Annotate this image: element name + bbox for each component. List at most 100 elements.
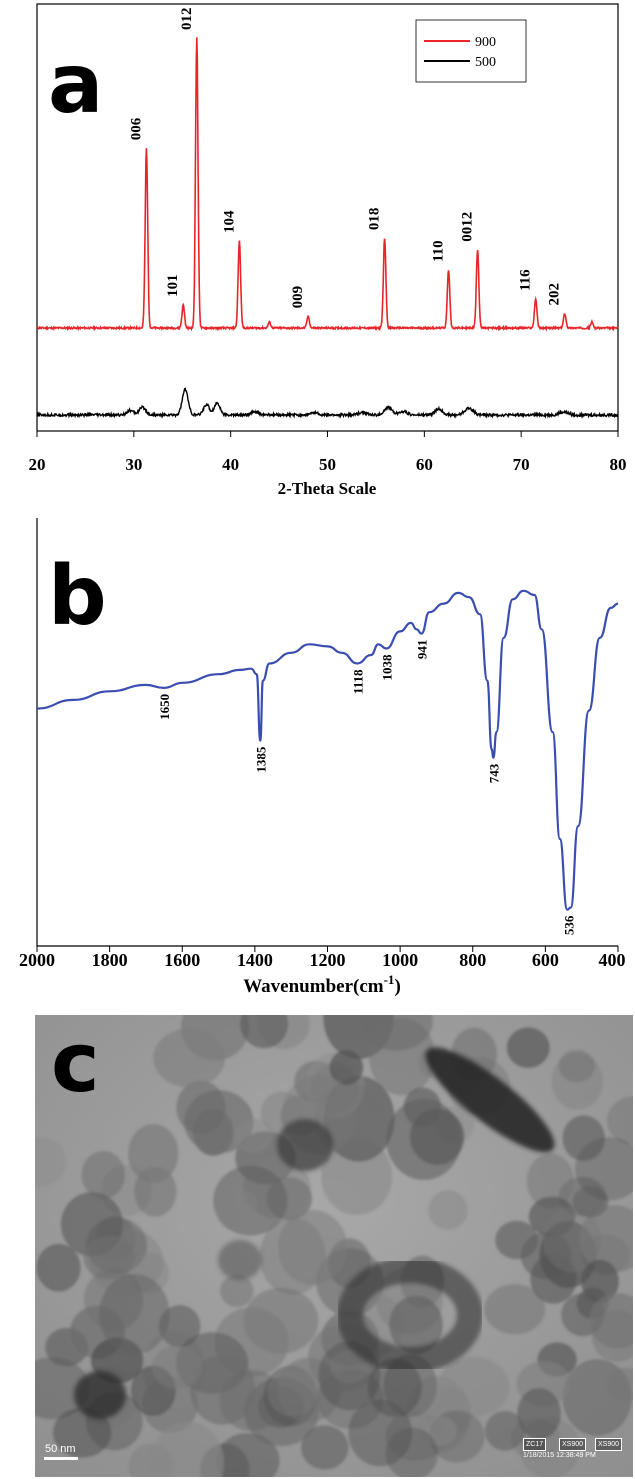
tem-dense-cluster: [218, 1240, 262, 1280]
xrd-x-tick-label: 60: [416, 455, 433, 474]
tem-nanoparticle: [485, 1411, 525, 1451]
xrd-peak-label: 110: [431, 240, 447, 262]
tem-nanoparticle: [589, 1293, 633, 1349]
tem-nanoparticle: [484, 1284, 546, 1335]
tem-nanoparticle: [517, 1388, 561, 1440]
ftir-x-axis-title-sup: -1: [384, 972, 395, 987]
ftir-x-axis-title-main: Wavenumber(cm: [243, 976, 384, 997]
ftir-spectrum-line: [36, 589, 619, 911]
ftir-x-tick-label: 400: [599, 950, 626, 970]
tem-nanoparticle: [558, 1049, 595, 1083]
tem-nanoparticle: [81, 1151, 126, 1199]
tem-nanoparticle: [437, 1356, 510, 1417]
ftir-chart: b 1650 1385 1118 1038 941 743 536 2000 1800 1600…: [19, 518, 626, 997]
tem-nanoparticle: [277, 1210, 348, 1285]
xrd-legend: 900 500: [415, 19, 527, 83]
panel-a-label: a: [48, 37, 103, 132]
xrd-legend-box: [415, 19, 527, 83]
xrd-series-line-500: [36, 387, 619, 419]
tem-nanoparticle: [176, 1080, 226, 1134]
xrd-peak-label: 0012: [460, 212, 476, 242]
ftir-x-tick-label: 800: [459, 950, 486, 970]
tem-nanoparticle: [526, 1153, 574, 1209]
tem-particles: [35, 1015, 633, 1477]
panel-c-label: c: [51, 1016, 100, 1111]
ftir-x-tick-label: 1200: [310, 950, 346, 970]
xrd-peak-label: 009: [290, 286, 306, 309]
xrd-x-tick-label: 80: [610, 455, 627, 474]
xrd-peak-label: 116: [518, 269, 534, 291]
scale-bar: [44, 1457, 78, 1460]
panel-b-label: b: [48, 549, 107, 644]
ftir-x-tick-label: 1800: [92, 950, 128, 970]
tem-nanoparticle: [53, 1407, 112, 1458]
ftir-x-axis: 2000 1800 1600 1400 1200 1000 800 600 400: [19, 946, 626, 970]
legend-label-900: 900: [475, 35, 496, 50]
tem-nanoparticle: [542, 1206, 601, 1273]
ftir-x-tick-label: 600: [532, 950, 559, 970]
xrd-series-line-900: [36, 37, 619, 332]
xrd-peak-label: 006: [128, 117, 144, 140]
tem-micrograph: c 50 nm ZC17 XS900 XS900 1/18/2015 12:38…: [35, 1015, 633, 1477]
tem-nanoparticle: [495, 1220, 539, 1260]
ftir-peak-label: 1385: [253, 746, 268, 773]
xrd-x-tick-label: 30: [125, 455, 142, 474]
scale-bar-label: 50 nm: [45, 1443, 76, 1455]
tem-dense-cluster: [277, 1119, 333, 1171]
tem-nanoparticle: [153, 1028, 225, 1088]
ftir-x-tick-label: 2000: [19, 950, 55, 970]
tem-nanoparticle: [389, 1295, 443, 1354]
tem-nanoparticle: [36, 1243, 81, 1292]
xrd-peak-labels: 006 101 012 104 009 018 110 0012 116 202: [128, 8, 562, 309]
tem-nanoparticle: [220, 1274, 254, 1307]
xrd-series-group: [36, 37, 619, 419]
tem-dense-cluster: [74, 1371, 126, 1419]
tem-nanoparticle: [506, 1027, 550, 1068]
tem-nanoparticle: [233, 1118, 273, 1154]
tem-nanoparticle: [240, 1015, 288, 1049]
tem-nanoparticle: [301, 1425, 349, 1470]
xrd-panel: a 006 101 012 104 009 018 110 0012 116 202 20 30 40…: [0, 0, 635, 500]
xrd-plot-frame: [36, 3, 619, 432]
tem-nanoparticle: [606, 1367, 633, 1402]
xrd-x-tick-label: 50: [319, 455, 336, 474]
xrd-peak-label: 202: [547, 283, 563, 306]
xrd-x-axis-title: 2-Theta Scale: [278, 479, 377, 498]
ftir-peak-label: 1118: [350, 669, 365, 694]
xrd-x-tick-label: 40: [222, 455, 239, 474]
tem-nanoparticle: [35, 1137, 66, 1187]
tem-info-box: ZC17: [523, 1438, 547, 1451]
tem-info-box: XS900: [559, 1438, 587, 1451]
xrd-peak-label: 018: [367, 208, 383, 231]
ftir-x-tick-label: 1000: [382, 950, 418, 970]
tem-nanoparticle: [581, 1259, 619, 1303]
ftir-peak-labels: 1650 1385 1118 1038 941 743 536: [157, 640, 577, 936]
ftir-x-tick-label: 1400: [237, 950, 273, 970]
tem-nanoparticle: [83, 1235, 136, 1280]
ftir-peak-label: 1650: [157, 694, 172, 720]
tem-ring-aggregate: [337, 1257, 483, 1373]
tem-nanoparticle: [152, 1345, 202, 1390]
tem-nanoparticle: [190, 1354, 255, 1425]
ftir-peak-label: 536: [562, 915, 577, 935]
tem-nanoparticle: [128, 1124, 179, 1183]
tem-nanoparticle: [329, 1350, 371, 1383]
legend-label-500: 500: [475, 55, 496, 70]
tem-nanoparticle: [360, 1015, 433, 1051]
tem-nanoparticle: [267, 1368, 318, 1417]
xrd-chart: a 006 101 012 104 009 018 110 0012 116 202 20 30 40…: [29, 3, 627, 498]
ftir-peak-label: 1038: [379, 654, 394, 681]
xrd-peak-label: 012: [179, 8, 195, 31]
ftir-peak-label: 941: [415, 640, 430, 660]
tem-nanoparticle: [216, 1187, 258, 1232]
tem-nanoparticle: [574, 1137, 633, 1201]
ftir-series-group: [36, 589, 619, 911]
xrd-x-axis: 20 30 40 50 60 70 80: [29, 431, 627, 474]
xrd-x-tick-label: 70: [513, 455, 530, 474]
tem-nanoparticle: [329, 1050, 364, 1086]
tem-info-box: XS900: [595, 1438, 623, 1451]
tem-rod-particle: [425, 1047, 555, 1153]
tem-panel: c 50 nm ZC17 XS900 XS900 1/18/2015 12:38…: [0, 1010, 635, 1479]
tem-nanoparticle: [150, 1421, 225, 1477]
tem-micrograph-drawing: [35, 1015, 633, 1477]
